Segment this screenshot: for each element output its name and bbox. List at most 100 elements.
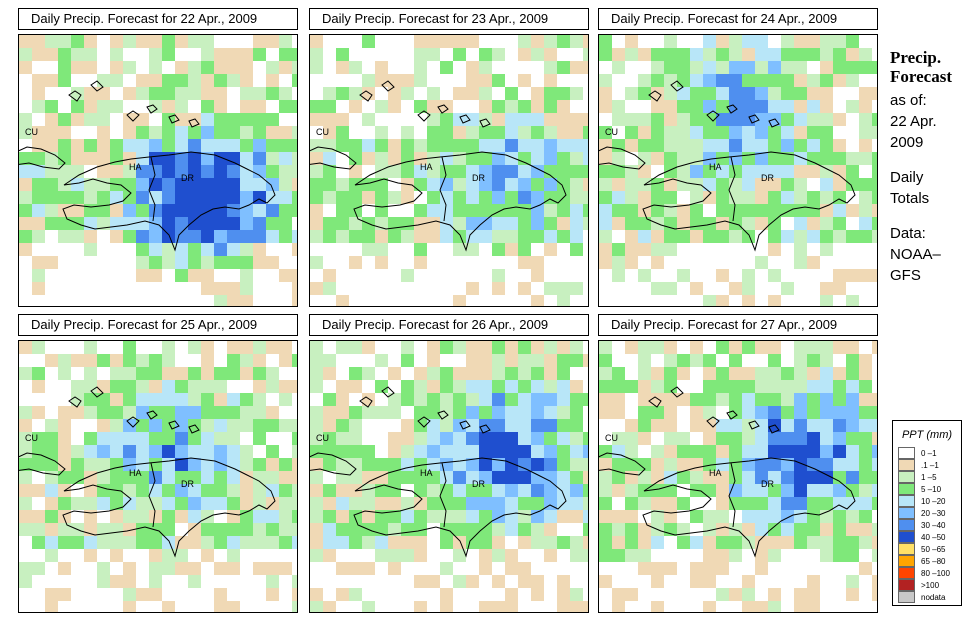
- precip-cell: [84, 510, 97, 523]
- precip-cell: [336, 497, 349, 510]
- precip-cell: [742, 113, 755, 126]
- precip-cell: [716, 61, 729, 74]
- precip-cell: [110, 48, 123, 61]
- precip-cell: [175, 510, 188, 523]
- precip-cell: [71, 152, 84, 165]
- precip-cell: [583, 61, 588, 74]
- precip-cell: [716, 497, 729, 510]
- precip-cell: [310, 61, 323, 74]
- precip-cell: [136, 269, 149, 282]
- precip-cell: [794, 367, 807, 380]
- precip-cell: [846, 393, 859, 406]
- precip-cell: [84, 354, 97, 367]
- precip-cell: [19, 562, 32, 575]
- precip-cell: [84, 458, 97, 471]
- precip-cell: [794, 48, 807, 61]
- precip-cell: [214, 100, 227, 113]
- precip-cell: [253, 354, 266, 367]
- precip-cell: [859, 61, 872, 74]
- precip-cell: [440, 165, 453, 178]
- precip-cell: [375, 178, 388, 191]
- precip-cell: [518, 256, 531, 269]
- precip-cell: [310, 256, 323, 269]
- precip-cell: [349, 230, 362, 243]
- precip-cell: [201, 204, 214, 217]
- precip-cell: [755, 87, 768, 100]
- precip-cell: [388, 393, 401, 406]
- precip-cell: [768, 367, 781, 380]
- precip-cell: [97, 406, 110, 419]
- precip-cell: [638, 549, 651, 562]
- precip-cell: [599, 204, 612, 217]
- precip-cell: [729, 549, 742, 562]
- precip-cell: [729, 393, 742, 406]
- precip-cell: [755, 113, 768, 126]
- precip-cell: [253, 419, 266, 432]
- precip-cell: [375, 406, 388, 419]
- precip-cell: [123, 432, 136, 445]
- precip-cell: [240, 282, 253, 295]
- precip-cell: [872, 341, 877, 354]
- precip-cell: [625, 126, 638, 139]
- precip-cell: [123, 588, 136, 601]
- precip-cell: [716, 588, 729, 601]
- island-coastline: [126, 110, 140, 122]
- precip-cell: [820, 282, 833, 295]
- precip-cell: [479, 139, 492, 152]
- island-coastline: [706, 416, 720, 428]
- legend-rows: 0 –1.1 –1 1 –5 5 –10 10 –20 20 –30 30 –40 40 –…: [898, 447, 950, 603]
- precip-cell: [872, 432, 877, 445]
- precip-cell: [292, 152, 297, 165]
- precip-cell: [794, 178, 807, 191]
- precip-cell: [544, 61, 557, 74]
- precip-cell: [807, 380, 820, 393]
- precip-cell: [279, 354, 292, 367]
- precip-cell: [742, 217, 755, 230]
- precip-cell: [240, 48, 253, 61]
- precip-cell: [492, 165, 505, 178]
- precip-cell: [742, 204, 755, 217]
- precip-cell: [859, 269, 872, 282]
- precip-cell: [466, 139, 479, 152]
- precip-cell: [253, 165, 266, 178]
- precip-cell: [214, 419, 227, 432]
- precip-cell: [227, 256, 240, 269]
- precip-cell: [794, 113, 807, 126]
- precip-cell: [466, 510, 479, 523]
- precip-cell: [651, 562, 664, 575]
- island-coastline: [126, 416, 140, 428]
- precip-cell: [820, 139, 833, 152]
- precip-cell: [123, 367, 136, 380]
- precip-cell: [729, 497, 742, 510]
- precip-cell: [768, 497, 781, 510]
- precip-cell: [492, 48, 505, 61]
- island-coastline: [168, 114, 180, 124]
- precip-cell: [505, 217, 518, 230]
- precip-cell: [123, 523, 136, 536]
- precip-cell: [781, 536, 794, 549]
- precip-cell: [518, 458, 531, 471]
- legend-label: 5 –10: [921, 484, 942, 494]
- island-coastline: [146, 410, 158, 420]
- label-cuba: CU: [25, 433, 38, 443]
- precip-cell: [32, 562, 45, 575]
- precip-cell: [427, 458, 440, 471]
- precip-cell: [362, 341, 375, 354]
- precip-cell: [872, 575, 877, 588]
- precip-cell: [123, 165, 136, 178]
- precip-cell: [97, 484, 110, 497]
- precip-cell: [19, 230, 32, 243]
- precip-cell: [162, 523, 175, 536]
- precip-cell: [201, 256, 214, 269]
- island-coastline: [479, 424, 491, 434]
- precip-cell: [518, 562, 531, 575]
- precip-cell: [201, 35, 214, 48]
- precip-cell: [781, 204, 794, 217]
- precip-cell: [253, 256, 266, 269]
- precip-cell: [123, 445, 136, 458]
- precip-cell: [201, 269, 214, 282]
- cuba-coastline: [310, 146, 357, 170]
- precip-cell: [414, 393, 427, 406]
- precip-cell: [440, 230, 453, 243]
- precip-cell: [544, 35, 557, 48]
